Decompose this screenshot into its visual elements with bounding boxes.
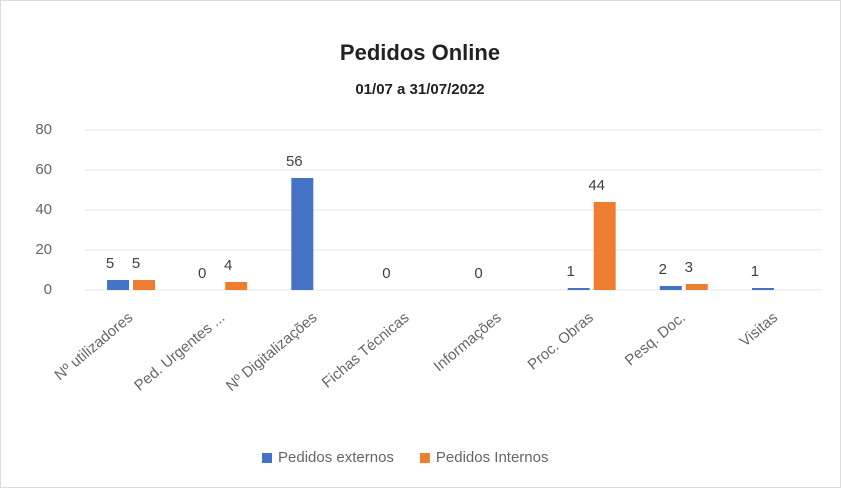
data-label: 3 [685,259,693,276]
legend-swatch [262,453,272,463]
bar [225,282,248,290]
data-label: 0 [382,265,390,282]
bar [685,284,708,290]
data-label: 2 [659,261,667,278]
data-label: 1 [751,263,759,280]
data-label: 44 [588,177,605,194]
legend-label: Pedidos Internos [436,449,549,466]
y-tick-label: 80 [35,121,52,138]
bar [133,280,156,290]
chart-title: Pedidos Online [340,40,500,65]
data-label: 1 [567,263,575,280]
chart-subtitle: 01/07 a 31/07/2022 [355,81,484,98]
y-tick-label: 40 [35,201,52,218]
data-label: 5 [132,255,140,272]
data-label: 4 [224,257,232,274]
bar [593,202,616,290]
y-tick-label: 60 [35,161,52,178]
bar [659,286,682,290]
bar [751,288,774,290]
data-label: 5 [106,255,114,272]
data-label: 0 [474,265,482,282]
data-label: 0 [198,265,206,282]
bar [567,288,590,290]
bar [107,280,130,290]
y-tick-label: 20 [35,241,52,258]
legend-swatch [419,453,430,463]
bar [291,178,314,290]
data-label: 56 [286,153,303,170]
legend-label: Pedidos externos [278,449,394,466]
y-tick-label: 0 [44,281,52,298]
